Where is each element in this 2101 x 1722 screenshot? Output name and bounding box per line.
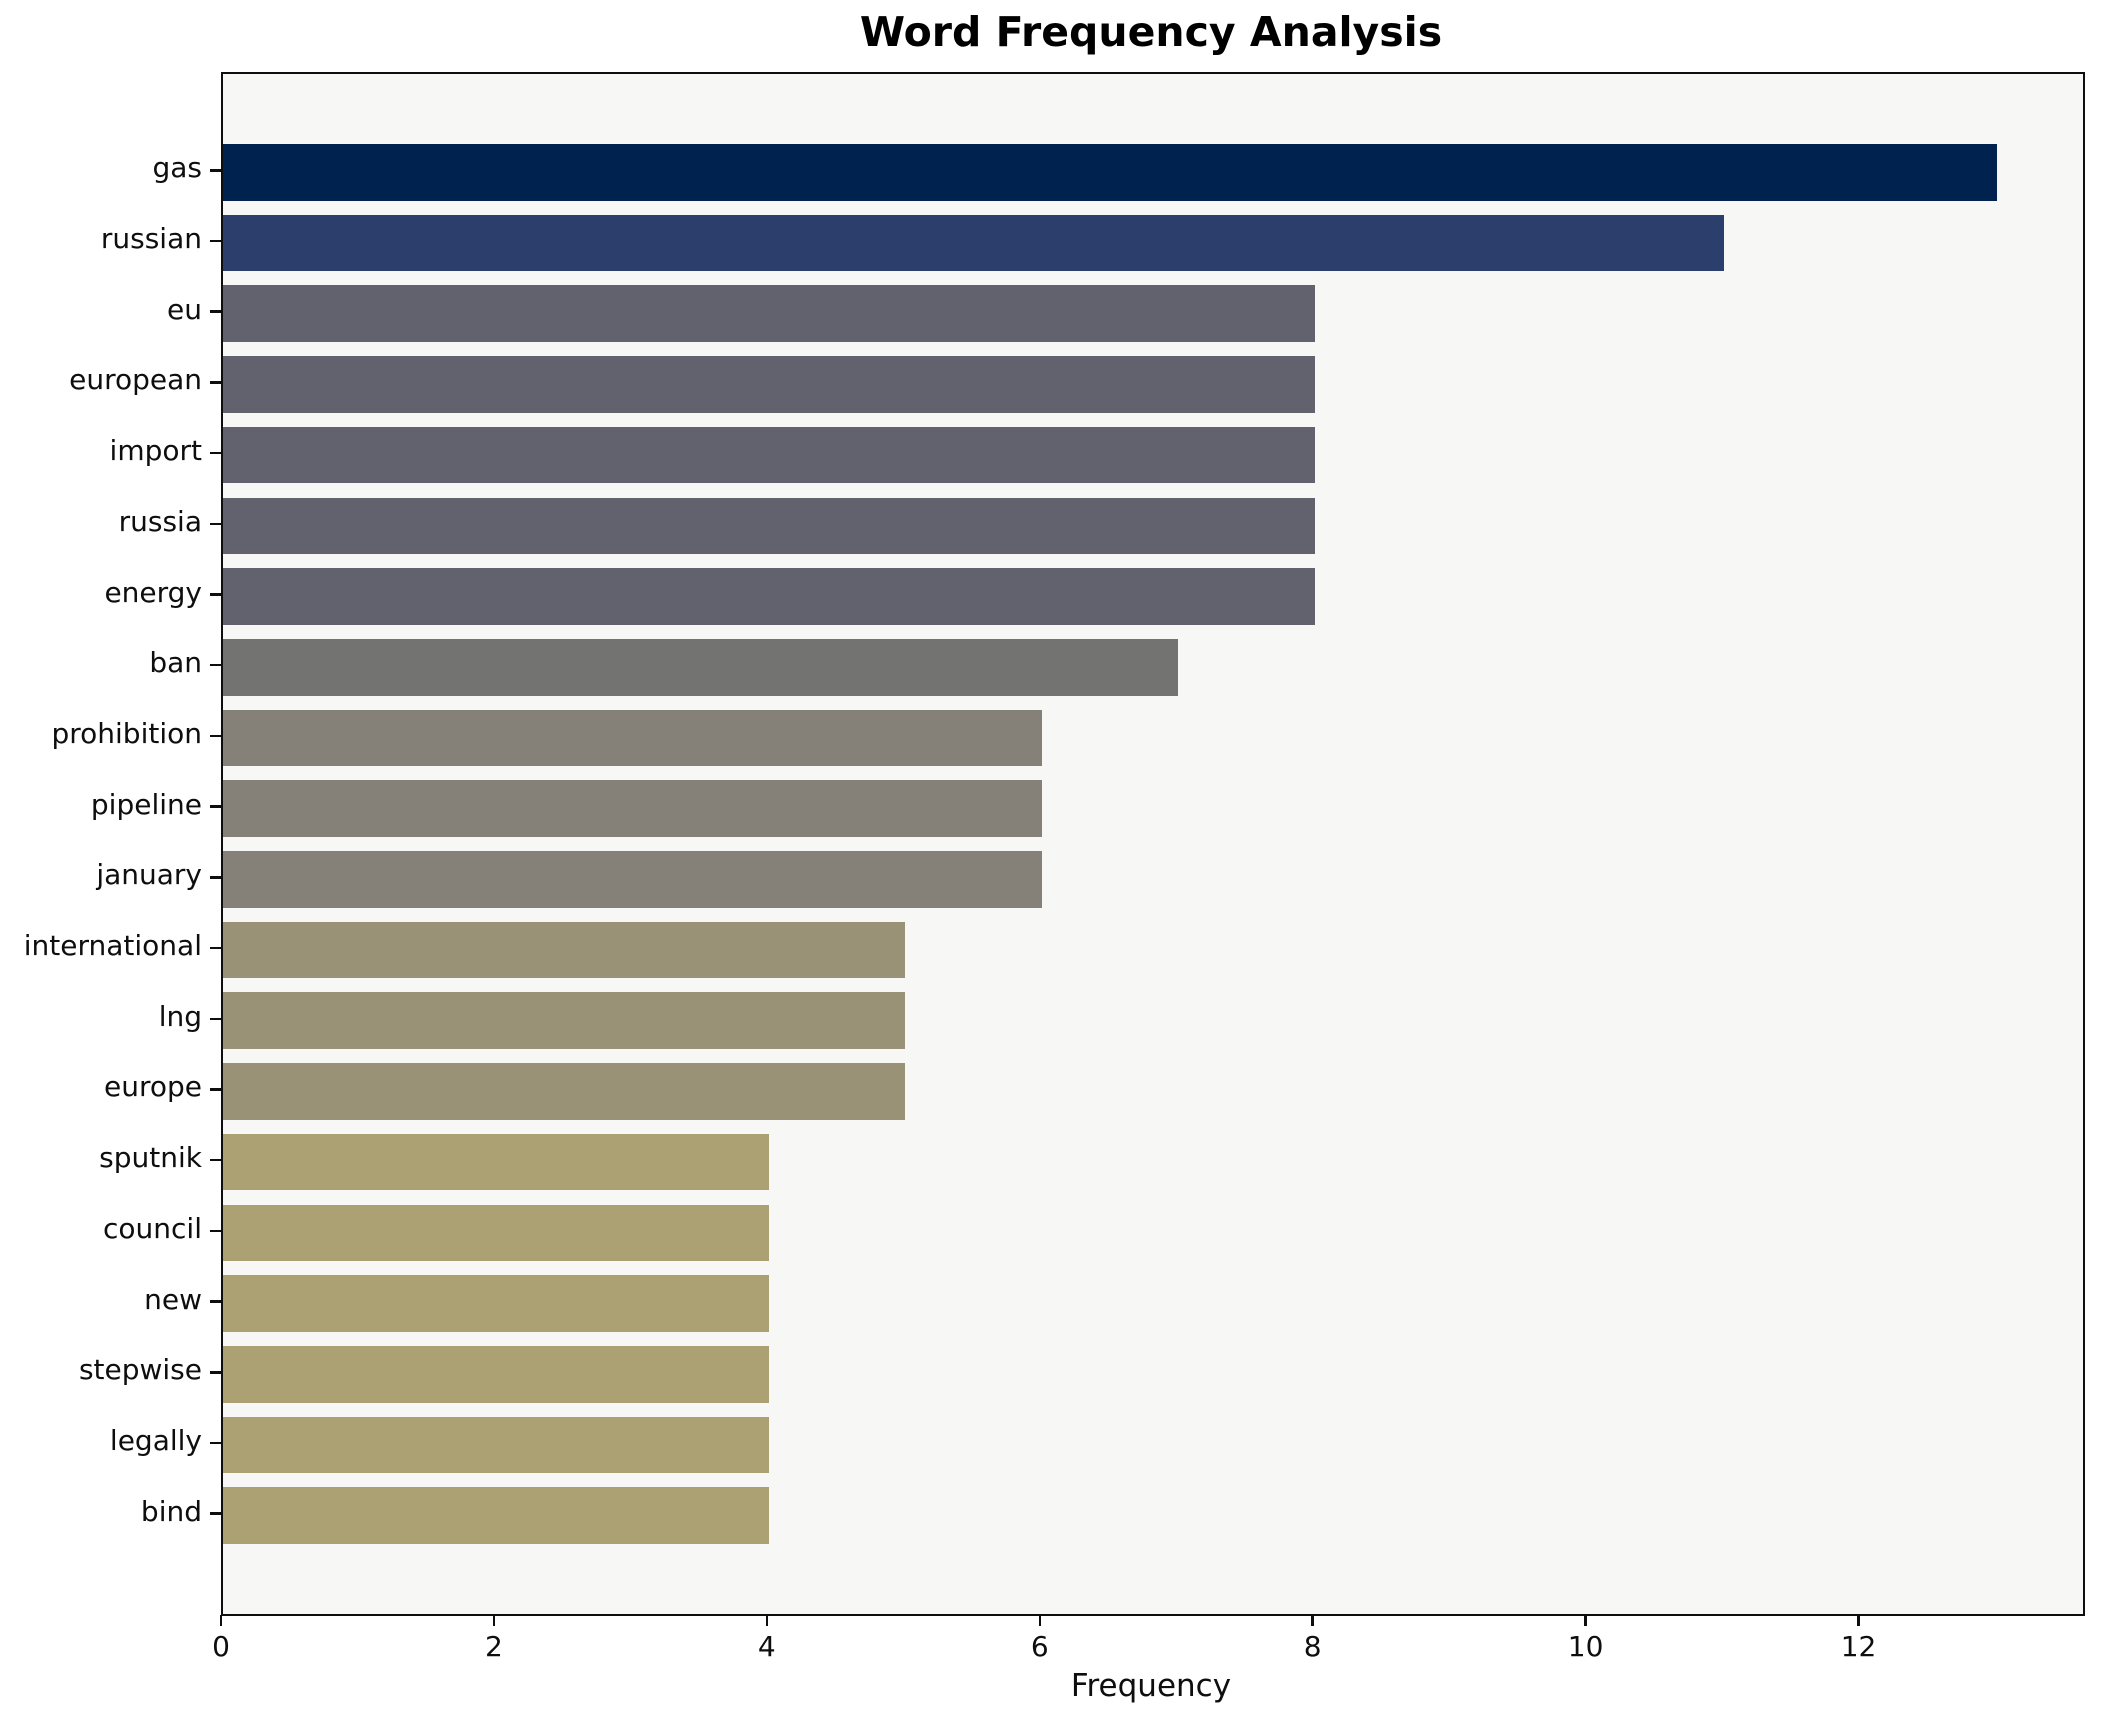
x-tick-mark-12 bbox=[1857, 1614, 1860, 1626]
y-tick-mark-european bbox=[210, 381, 221, 384]
x-tick-mark-2 bbox=[492, 1614, 496, 1626]
y-tick-label-international: international bbox=[23, 929, 202, 963]
y-tick-mark-prohibition bbox=[210, 734, 221, 738]
x-tick-label-8: 8 bbox=[1303, 1630, 1322, 1663]
y-tick-mark-russia bbox=[210, 522, 221, 526]
x-tick-mark-10 bbox=[1584, 1614, 1587, 1626]
y-tick-mark-energy bbox=[210, 593, 221, 596]
bar-legally bbox=[223, 1416, 769, 1474]
y-tick-label-ban: ban bbox=[149, 646, 202, 680]
y-tick-mark-lng bbox=[210, 1017, 221, 1021]
y-tick-label-pipeline: pipeline bbox=[90, 787, 202, 821]
x-tick-mark-4 bbox=[765, 1614, 769, 1626]
y-tick-label-russian: russian bbox=[100, 221, 202, 255]
bar-sputnik bbox=[223, 1133, 769, 1191]
bar-council bbox=[223, 1204, 769, 1262]
bar-european bbox=[223, 356, 1315, 413]
y-tick-label-eu: eu bbox=[167, 292, 202, 326]
y-tick-label-stepwise: stepwise bbox=[78, 1353, 202, 1387]
y-tick-mark-russian bbox=[210, 239, 221, 243]
y-tick-label-import: import bbox=[109, 434, 202, 468]
x-tick-mark-8 bbox=[1311, 1614, 1314, 1626]
y-tick-mark-new bbox=[210, 1300, 221, 1303]
bar-russia bbox=[223, 497, 1315, 555]
bar-pipeline bbox=[223, 780, 1042, 837]
y-tick-mark-council bbox=[210, 1229, 221, 1233]
y-tick-label-prohibition: prohibition bbox=[51, 716, 202, 750]
bar-january bbox=[223, 851, 1042, 908]
bar-energy bbox=[223, 568, 1315, 625]
x-tick-mark-0 bbox=[219, 1614, 223, 1626]
x-tick-label-4: 4 bbox=[757, 1630, 776, 1663]
y-tick-mark-pipeline bbox=[210, 805, 221, 808]
x-tick-label-6: 6 bbox=[1030, 1630, 1049, 1663]
x-tick-label-12: 12 bbox=[1840, 1630, 1877, 1663]
y-tick-label-russia: russia bbox=[118, 504, 202, 538]
y-tick-label-legally: legally bbox=[109, 1424, 202, 1457]
y-tick-mark-international bbox=[210, 946, 221, 950]
bar-stepwise bbox=[223, 1346, 769, 1403]
bar-ban bbox=[223, 638, 1179, 696]
x-tick-label-10: 10 bbox=[1567, 1630, 1604, 1663]
bar-bind bbox=[223, 1487, 769, 1544]
x-tick-label-2: 2 bbox=[485, 1630, 503, 1663]
bar-gas bbox=[223, 144, 1998, 201]
bar-new bbox=[223, 1275, 769, 1332]
y-tick-mark-january bbox=[210, 876, 221, 879]
bar-eu bbox=[223, 285, 1315, 342]
bar-import bbox=[223, 426, 1315, 484]
y-tick-mark-sputnik bbox=[210, 1158, 221, 1162]
y-tick-label-energy: energy bbox=[104, 575, 202, 609]
bar-russian bbox=[223, 214, 1725, 272]
plot-area bbox=[221, 72, 2085, 1616]
bar-international bbox=[223, 921, 906, 979]
bar-lng bbox=[223, 992, 906, 1050]
y-tick-mark-legally bbox=[210, 1441, 221, 1445]
y-tick-mark-gas bbox=[210, 169, 221, 172]
y-tick-mark-bind bbox=[210, 1512, 221, 1515]
y-tick-label-new: new bbox=[144, 1282, 202, 1316]
x-tick-label-0: 0 bbox=[212, 1630, 230, 1663]
chart-title: Word Frequency Analysis bbox=[859, 8, 1443, 56]
y-tick-mark-import bbox=[210, 451, 221, 455]
y-tick-label-january: january bbox=[96, 858, 202, 892]
y-tick-label-bind: bind bbox=[140, 1494, 202, 1528]
bar-prohibition bbox=[223, 709, 1042, 767]
bar-europe bbox=[223, 1063, 906, 1120]
y-tick-mark-europe bbox=[210, 1088, 221, 1091]
y-tick-label-sputnik: sputnik bbox=[99, 1141, 202, 1175]
y-tick-mark-eu bbox=[210, 310, 221, 313]
x-axis-label: Frequency bbox=[1070, 1668, 1232, 1704]
y-tick-mark-ban bbox=[210, 663, 221, 667]
y-tick-mark-stepwise bbox=[210, 1371, 221, 1374]
y-tick-label-council: council bbox=[103, 1211, 202, 1245]
y-tick-label-lng: lng bbox=[158, 999, 202, 1033]
y-tick-label-european: european bbox=[69, 363, 202, 397]
y-tick-label-gas: gas bbox=[152, 151, 202, 185]
x-tick-mark-6 bbox=[1038, 1614, 1042, 1626]
y-tick-label-europe: europe bbox=[104, 1070, 202, 1104]
